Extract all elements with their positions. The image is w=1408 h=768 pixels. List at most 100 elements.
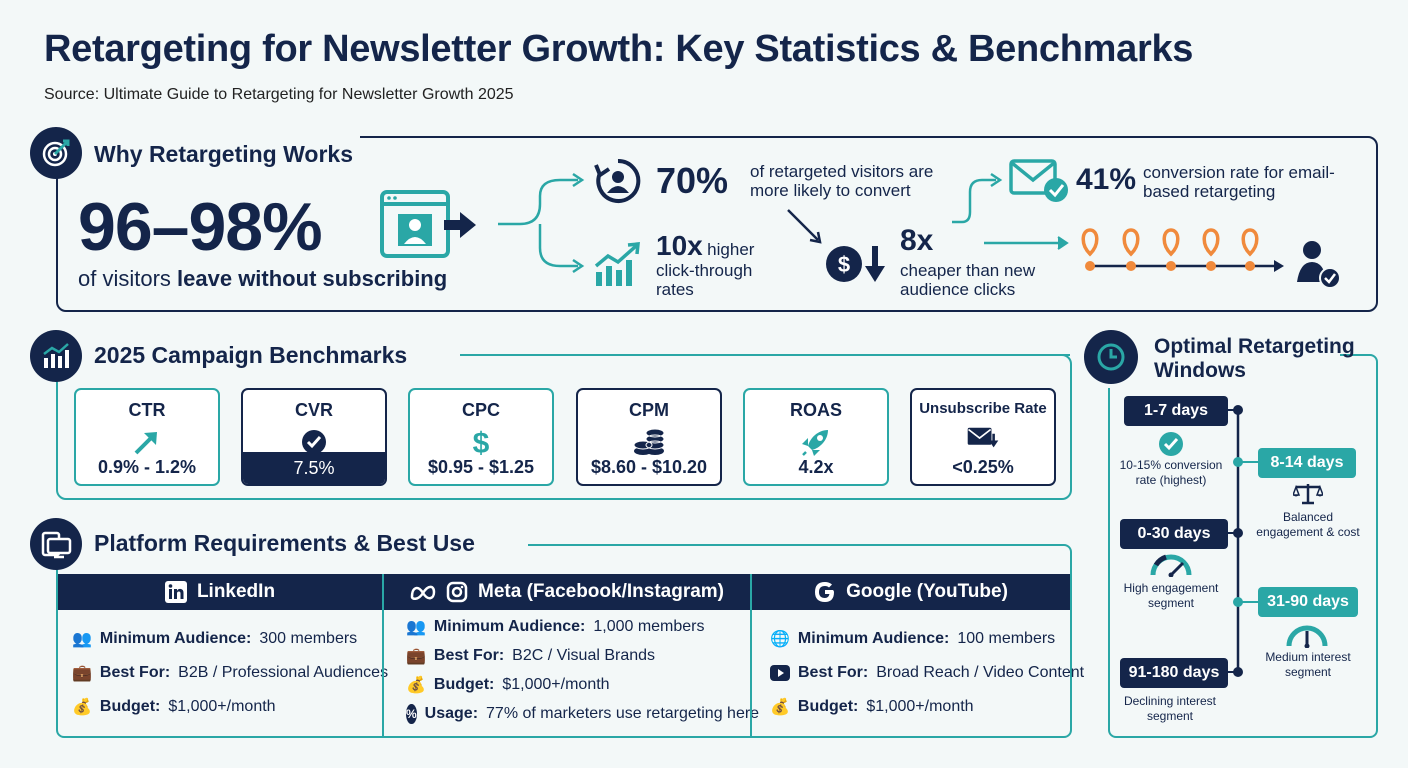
card-label: Unsubscribe Rate xyxy=(919,400,1047,417)
platform-header: Google (YouTube) xyxy=(752,574,1070,610)
balance-scale-icon xyxy=(1291,482,1325,511)
platform-row: 💼 Best For: B2B / Professional Audiences xyxy=(72,664,389,682)
flow-connectors xyxy=(498,172,1069,274)
card-value: <0.25% xyxy=(952,457,1014,477)
platforms-heading: Platform Requirements & Best Use xyxy=(94,530,475,556)
devices-icon xyxy=(30,518,82,570)
rocket-icon xyxy=(799,427,833,457)
platforms-box xyxy=(56,544,1072,738)
benchmark-card-unsubscribe: Unsubscribe Rate <0.25% xyxy=(910,388,1056,486)
arrow-up-right-icon xyxy=(130,427,164,457)
mail-down-icon xyxy=(966,423,1000,453)
benchmark-card-cpc: CPC $ $0.95 - $1.25 xyxy=(408,388,554,486)
check-circle-icon xyxy=(1158,431,1184,462)
platform-name: Google (YouTube) xyxy=(846,581,1008,602)
gauge-medium-icon xyxy=(1286,624,1328,653)
briefcase-icon: 💼 xyxy=(72,665,92,682)
stat-41-text: conversion rate for email-based retarget… xyxy=(1143,163,1335,201)
card-value: $8.60 - $10.20 xyxy=(590,457,708,477)
clock-icon xyxy=(1084,330,1138,384)
window-91-180-days: 91-180 days xyxy=(1120,658,1228,688)
bar-chart-icon xyxy=(30,330,82,382)
page-title: Retargeting for Newsletter Growth: Key S… xyxy=(44,28,1194,70)
platform-name: LinkedIn xyxy=(196,581,276,602)
window-1-7-days: 1-7 days xyxy=(1124,396,1228,426)
growth-chart-icon xyxy=(592,240,646,293)
why-heading: Why Retargeting Works xyxy=(94,141,353,167)
main-stat: 96–98% xyxy=(78,189,323,265)
card-value: 4.2x xyxy=(798,457,834,477)
window-91-180-desc: Declining interest segment xyxy=(1123,694,1217,723)
retarget-cycle-icon xyxy=(592,155,644,212)
google-icon xyxy=(814,581,836,603)
window-1-7-desc: 10-15% conversion rate (highest) xyxy=(1119,458,1223,487)
stat-70-text: of retargeted visitors are more likely t… xyxy=(750,162,934,200)
stat-10x-text-a: higher xyxy=(707,240,755,259)
benchmark-card-cpm: CPM $8.60 - $10.20 xyxy=(576,388,722,486)
platform-row: % Usage: 77% of marketers use retargeting … xyxy=(406,703,760,724)
window-31-90-days: 31-90 days xyxy=(1258,587,1358,617)
video-play-icon xyxy=(770,665,790,681)
benchmarks-heading: 2025 Campaign Benchmarks xyxy=(94,342,408,368)
platform-row: 👥 Minimum Audience: 1,000 members xyxy=(406,617,705,636)
platform-linkedin: LinkedIn 👥 Minimum Audience: 300 members 💼… xyxy=(58,574,389,738)
svg-text:$: $ xyxy=(473,427,490,457)
target-icon xyxy=(30,127,82,179)
window-0-30-desc: High engagement segment xyxy=(1123,581,1219,610)
browser-user-icon xyxy=(380,190,480,265)
platform-row: 💼 Best For: B2C / Visual Brands xyxy=(406,646,656,665)
people-icon: 👥 xyxy=(406,618,426,636)
benchmark-card-ctr: CTR 0.9% - 1.2% xyxy=(74,388,220,486)
instagram-icon xyxy=(446,581,468,603)
platform-header: LinkedIn xyxy=(58,574,382,610)
windows-heading: Optimal Retargeting Windows xyxy=(1154,335,1355,382)
stat-41-number: 41% xyxy=(1076,163,1137,196)
email-check-icon xyxy=(1008,158,1070,209)
window-0-30-days: 0-30 days xyxy=(1120,519,1228,549)
dollar-icon: $ xyxy=(464,427,498,457)
card-label: ROAS xyxy=(789,400,842,420)
coins-icon xyxy=(632,427,666,457)
stat-10x: 10x higher xyxy=(656,230,754,262)
stat-8x-text: cheaper than new audience clicks xyxy=(900,261,1036,299)
linkedin-icon xyxy=(164,581,187,603)
stat-10x-number: 10x xyxy=(656,230,703,261)
main-stat-text: of visitors leave without subscribing xyxy=(78,266,448,291)
money-bag-icon: 💰 xyxy=(406,676,426,694)
platform-header: Meta (Facebook/Instagram) xyxy=(384,574,750,610)
stat-70-number: 70% xyxy=(656,160,729,201)
window-8-14-days: 8-14 days xyxy=(1258,448,1356,478)
platform-row: 💰 Budget: $1,000+/month xyxy=(770,698,974,716)
stat-10x-text-b: click-through rates xyxy=(656,261,753,299)
card-value: 0.9% - 1.2% xyxy=(97,457,197,477)
card-value: $0.95 - $1.25 xyxy=(427,457,535,477)
meta-icon xyxy=(410,583,436,601)
check-circle-icon xyxy=(297,427,331,457)
journey-line-icon xyxy=(1081,228,1341,289)
people-icon: 👥 xyxy=(72,631,92,648)
platform-row: 💰 Budget: $1,000+/month xyxy=(406,675,610,694)
platform-row: 👥 Minimum Audience: 300 members xyxy=(72,630,358,648)
globe-icon: 🌐 xyxy=(770,631,790,648)
platform-row: 🌐 Minimum Audience: 100 members xyxy=(770,630,1056,648)
svg-text:$: $ xyxy=(838,252,850,277)
card-label: CVR xyxy=(294,400,333,420)
card-label: CPC xyxy=(461,400,500,420)
gauge-high-icon xyxy=(1150,553,1192,582)
benchmark-card-cvr: CVR 7.5% xyxy=(241,388,387,486)
dollar-down-icon: $ xyxy=(824,244,894,291)
why-section-box xyxy=(56,136,1378,312)
card-label: CPM xyxy=(629,400,669,420)
card-value: 7.5% xyxy=(243,452,385,484)
window-8-14-desc: Balanced engagement & cost xyxy=(1256,510,1360,539)
platform-name: Meta (Facebook/Instagram) xyxy=(478,581,724,602)
window-31-90-desc: Medium interest segment xyxy=(1265,650,1351,679)
platform-meta: Meta (Facebook/Instagram) 👥 Minimum Audie… xyxy=(384,574,760,738)
stat-8x-number: 8x xyxy=(900,224,934,257)
percent-badge-icon: % xyxy=(406,703,417,724)
benchmark-card-roas: ROAS 4.2x xyxy=(743,388,889,486)
platform-row: Best For: Broad Reach / Video Content xyxy=(752,656,1084,690)
money-bag-icon: 💰 xyxy=(770,699,790,716)
platform-row: 💰 Budget: $1,000+/month xyxy=(72,698,276,716)
